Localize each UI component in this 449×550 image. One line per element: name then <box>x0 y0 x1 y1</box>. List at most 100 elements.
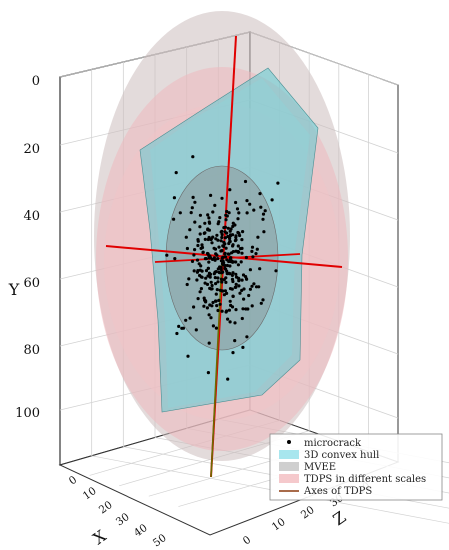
microcrack-point <box>228 237 232 241</box>
microcrack-point <box>195 278 199 282</box>
microcrack-point <box>261 212 266 216</box>
microcrack-point <box>184 235 188 239</box>
microcrack-point <box>223 236 227 240</box>
microcrack-point <box>219 249 223 253</box>
microcrack-point <box>222 278 226 282</box>
microcrack-point <box>238 291 242 295</box>
microcrack-point <box>262 230 266 234</box>
x-tick-label: 20 <box>97 499 115 517</box>
microcrack-points <box>165 155 280 381</box>
microcrack-point <box>223 266 227 270</box>
microcrack-point <box>188 316 192 320</box>
microcrack-point <box>193 200 197 204</box>
microcrack-point <box>196 297 200 301</box>
microcrack-point <box>238 247 243 251</box>
microcrack-point <box>225 269 229 273</box>
microcrack-point <box>235 207 240 211</box>
microcrack-point <box>217 245 221 249</box>
legend-marker-hull <box>279 450 299 459</box>
microcrack-point <box>228 188 232 192</box>
microcrack-point <box>218 302 222 306</box>
microcrack-point <box>201 250 205 255</box>
microcrack-point <box>239 260 243 264</box>
microcrack-point <box>205 306 209 310</box>
microcrack-point <box>213 203 217 207</box>
microcrack-point <box>185 282 189 287</box>
microcrack-point <box>210 283 214 288</box>
legend-label: TDPS in different scales <box>304 474 426 485</box>
z-tick-label: 20 <box>299 504 317 522</box>
y-tick-label: 100 <box>15 406 40 421</box>
microcrack-point <box>233 339 237 343</box>
microcrack-point <box>203 281 207 285</box>
microcrack-point <box>256 235 260 239</box>
microcrack-point <box>258 192 262 196</box>
microcrack-point <box>198 290 202 294</box>
microcrack-point <box>200 243 204 247</box>
microcrack-point <box>231 224 235 228</box>
microcrack-point <box>191 155 195 159</box>
microcrack-point <box>234 272 238 276</box>
microcrack-point <box>207 216 211 220</box>
microcrack-point <box>199 246 203 250</box>
microcrack-point <box>255 247 259 251</box>
microcrack-point <box>245 335 249 339</box>
legend-marker-tdps <box>279 474 299 483</box>
microcrack-point <box>219 277 223 281</box>
microcrack-point <box>242 287 246 291</box>
microcrack-point <box>172 196 176 200</box>
microcrack-point <box>199 264 203 268</box>
microcrack-point <box>198 232 202 236</box>
microcrack-point <box>227 308 231 312</box>
microcrack-point <box>193 248 197 252</box>
legend-label: MVEE <box>304 462 336 473</box>
microcrack-point <box>241 307 245 311</box>
microcrack-point <box>226 234 230 239</box>
microcrack-point <box>216 308 220 313</box>
microcrack-point <box>236 263 240 267</box>
microcrack-point <box>220 309 224 313</box>
microcrack-point <box>231 271 235 275</box>
microcrack-point <box>223 251 227 255</box>
microcrack-point <box>236 276 241 280</box>
microcrack-point <box>196 269 200 273</box>
microcrack-point <box>252 282 256 286</box>
microcrack-point <box>244 277 249 281</box>
microcrack-point <box>213 258 217 262</box>
microcrack-point <box>231 260 235 264</box>
microcrack-point <box>199 275 203 279</box>
microcrack-point <box>233 321 237 325</box>
microcrack-point <box>205 282 210 286</box>
microcrack-point <box>207 220 211 224</box>
microcrack-point <box>209 316 213 320</box>
microcrack-point <box>202 304 206 308</box>
microcrack-point <box>219 239 223 243</box>
microcrack-point <box>234 200 238 205</box>
microcrack-point <box>224 310 228 314</box>
microcrack-point <box>251 255 255 259</box>
microcrack-point <box>244 255 248 260</box>
microcrack-point <box>213 276 217 280</box>
microcrack-point <box>210 241 214 245</box>
microcrack-point <box>189 211 193 215</box>
microcrack-point <box>234 282 238 286</box>
microcrack-point <box>211 300 215 305</box>
microcrack-point <box>217 220 221 224</box>
y-tick-label: 40 <box>23 209 40 224</box>
microcrack-point <box>222 226 226 230</box>
y-tick-label: 60 <box>23 276 40 291</box>
microcrack-point <box>229 227 233 231</box>
microcrack-point <box>224 280 228 284</box>
microcrack-point <box>218 216 222 220</box>
microcrack-point <box>211 210 215 214</box>
microcrack-point <box>227 259 231 263</box>
microcrack-point <box>250 249 254 253</box>
microcrack-point <box>222 244 226 248</box>
microcrack-point <box>178 211 182 215</box>
microcrack-point <box>209 193 213 197</box>
microcrack-point <box>206 371 210 375</box>
microcrack-point <box>204 300 208 304</box>
microcrack-point <box>217 271 222 275</box>
legend-marker-mvee <box>279 462 299 471</box>
microcrack-point <box>248 202 252 206</box>
